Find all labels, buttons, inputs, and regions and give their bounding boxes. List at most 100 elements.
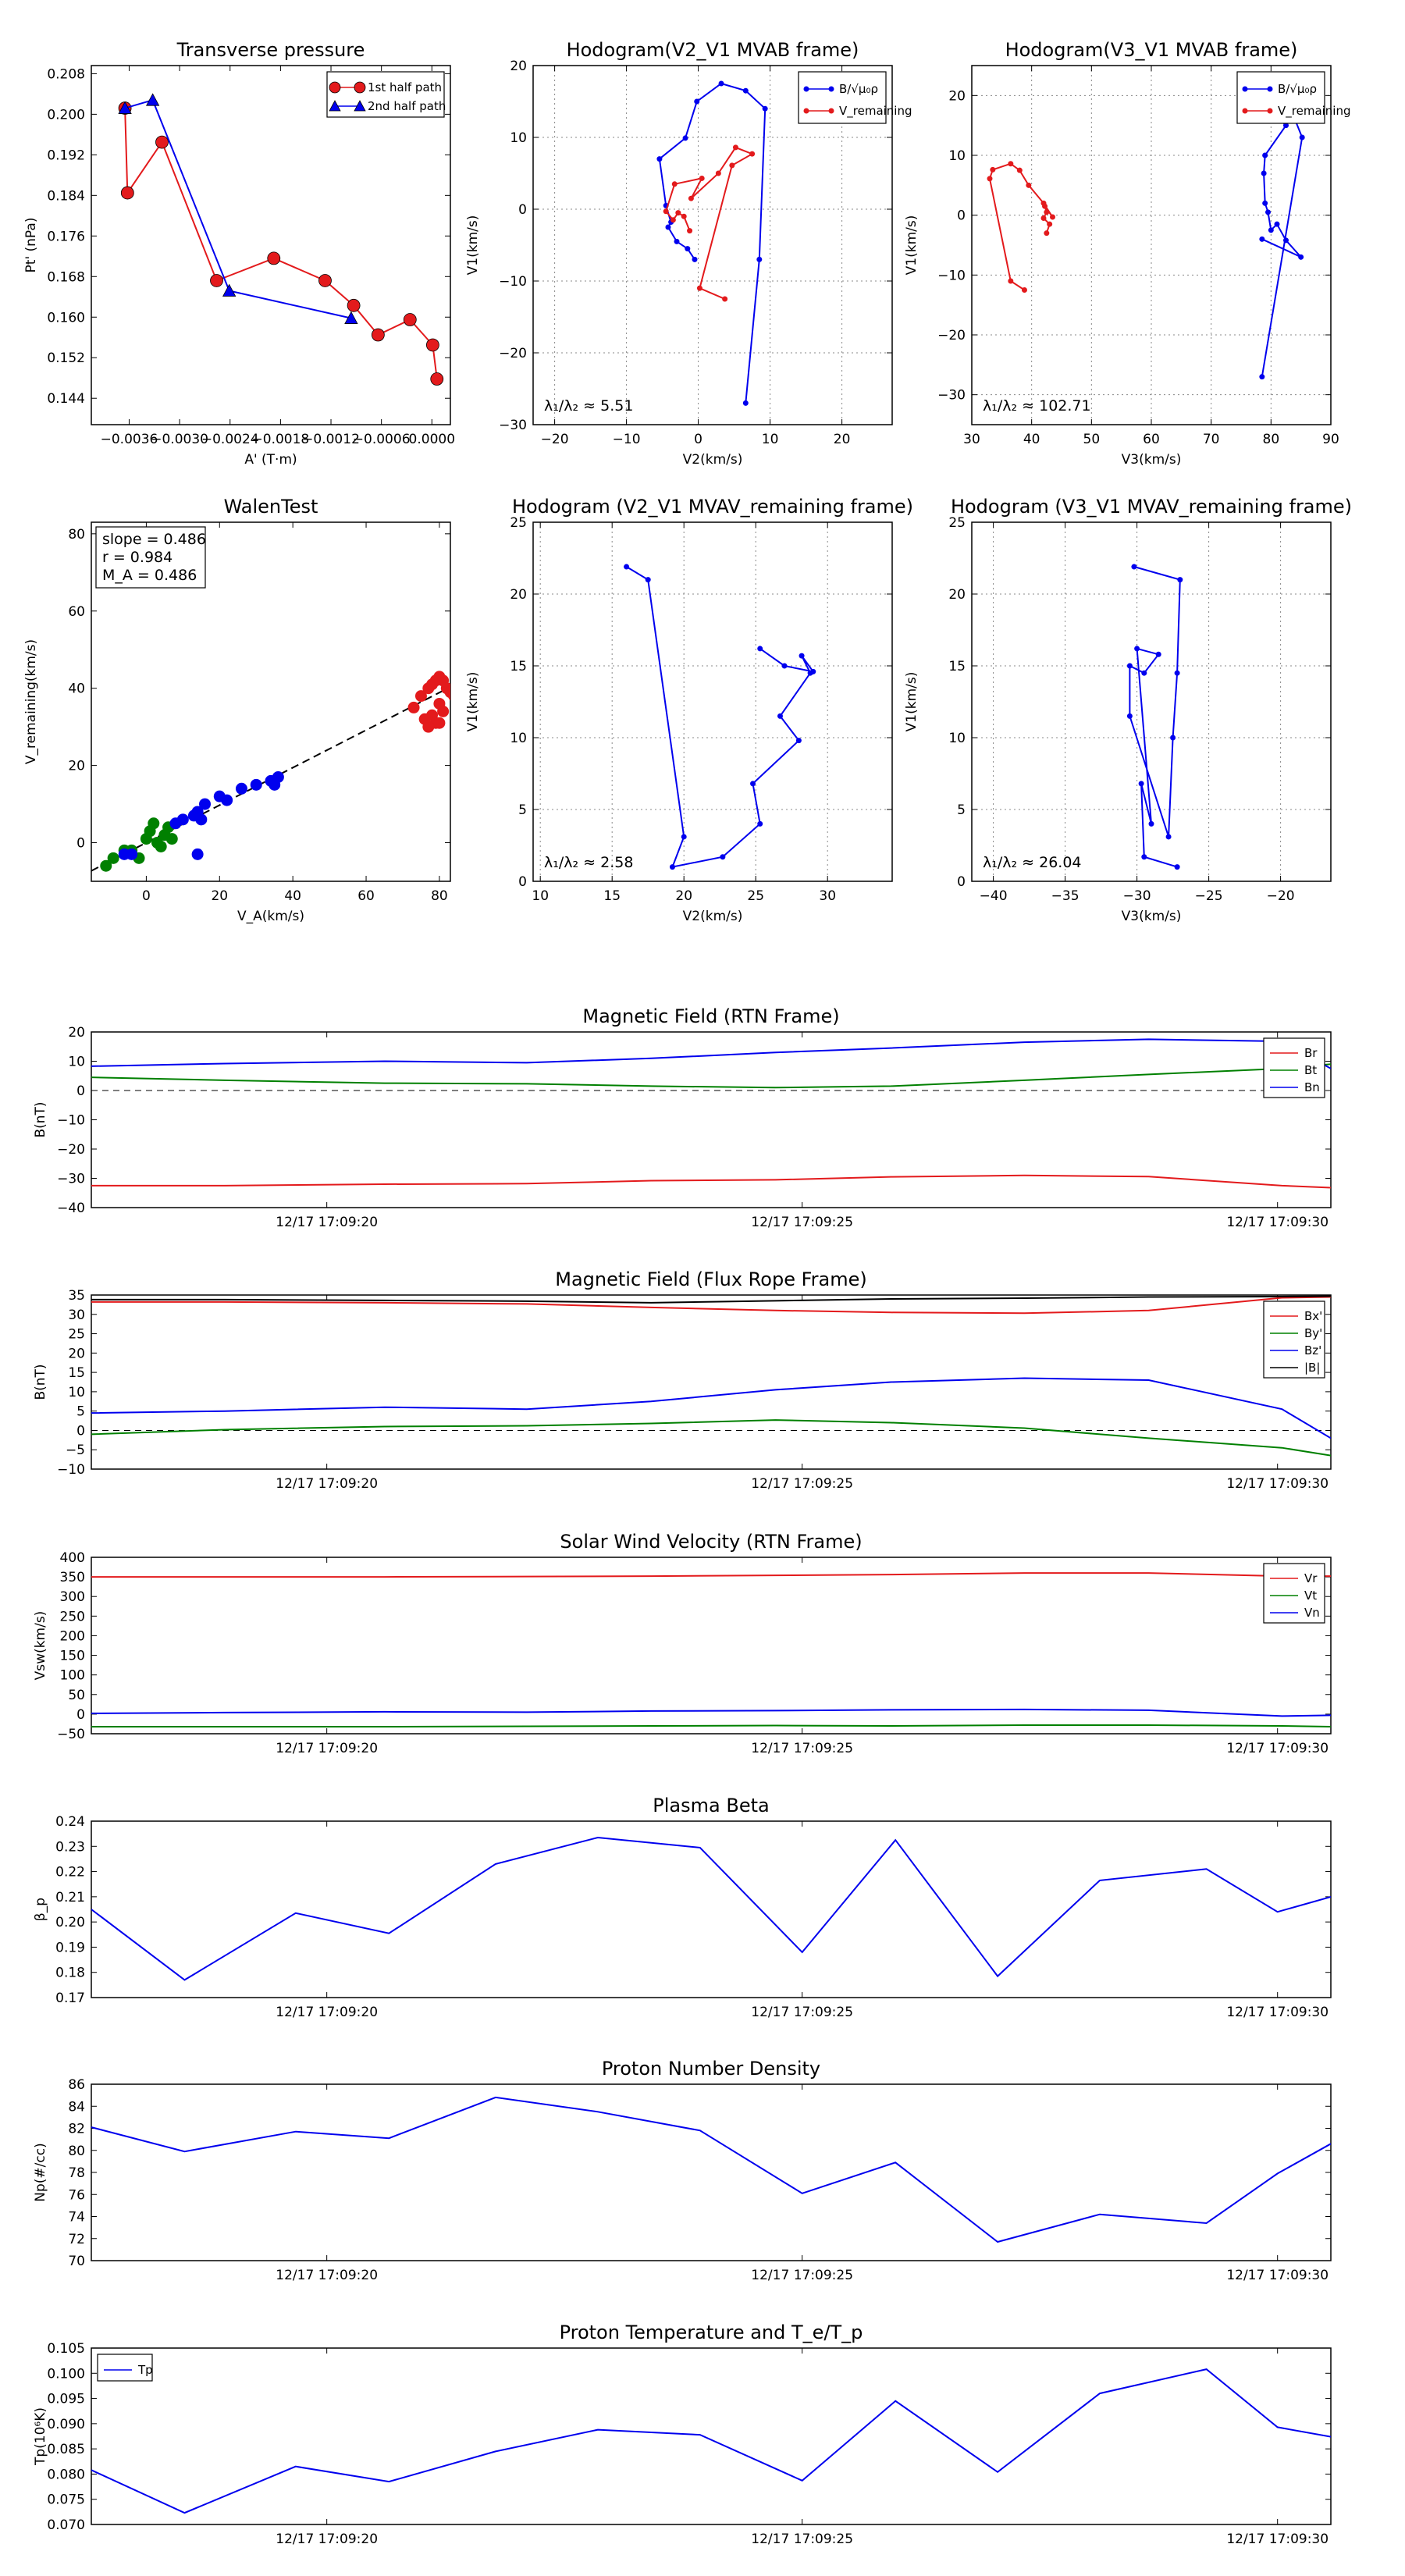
plot-area xyxy=(91,1038,1331,1189)
y-axis-label: B(nT) xyxy=(33,1101,48,1137)
series-line-vr xyxy=(91,1572,1331,1578)
x-tick-label: 40 xyxy=(284,888,301,904)
data-point xyxy=(430,372,444,386)
series-1st-half-path xyxy=(118,101,444,386)
legend-item: Tp xyxy=(104,2363,153,2377)
x-tick-label: 12/17 17:09:30 xyxy=(1226,2268,1329,2283)
y-axis-label: V1(km/s) xyxy=(904,215,919,276)
data-point xyxy=(645,577,651,583)
legend-label: Vn xyxy=(1304,1606,1320,1620)
y-tick-label: 10 xyxy=(68,1385,85,1400)
data-point xyxy=(1126,713,1133,719)
y-tick-label: 0 xyxy=(957,208,966,224)
y-tick-label: 0.18 xyxy=(55,1966,85,1981)
y-tick-label: 70 xyxy=(68,2254,85,2269)
data-point xyxy=(433,717,446,729)
data-point xyxy=(1141,854,1147,860)
data-point xyxy=(688,195,694,201)
data-point xyxy=(1298,254,1304,260)
ratio-annotation: λ₁/λ₂ ≈ 26.04 xyxy=(983,854,1082,871)
y-tick-label: 0.21 xyxy=(55,1890,85,1905)
y-tick-label: 0 xyxy=(76,1423,85,1439)
series-line-absb xyxy=(91,1295,1331,1304)
y-tick-label: −5 xyxy=(66,1443,85,1458)
chart-mag-rtn: 12/17 17:09:20 12/17 17:09:25 12/17 17:09:… xyxy=(33,1005,1332,1230)
chart-walen: 0 20 40 60 80 0 20 40 60 80 WalenTest V_A(km/s) V_re… xyxy=(23,496,451,924)
series-line xyxy=(626,566,816,868)
data-point xyxy=(155,840,167,852)
legend-marker xyxy=(803,108,809,114)
series-line-bz xyxy=(91,1377,1331,1439)
series-v-remaining xyxy=(663,144,756,302)
legend-item: V_remaining xyxy=(803,104,912,119)
y-tick-label: 78 xyxy=(68,2165,85,2181)
data-point xyxy=(1016,167,1023,173)
series-b- xyxy=(656,80,768,406)
y-tick-label: 100 xyxy=(60,1668,85,1684)
chart-title: Plasma Beta xyxy=(653,1795,769,1816)
data-point xyxy=(722,296,728,302)
y-tick-label: 0 xyxy=(518,202,527,218)
series-red xyxy=(407,671,450,733)
data-point xyxy=(681,834,687,840)
data-point xyxy=(729,162,735,169)
data-point xyxy=(1259,374,1265,380)
y-tick-label: 25 xyxy=(68,1327,85,1343)
data-point xyxy=(145,93,160,106)
x-tick-label: −0.0012 xyxy=(302,432,360,447)
x-tick-label: −0.0030 xyxy=(151,432,208,447)
x-tick-label: 90 xyxy=(1322,432,1339,447)
x-axis-label: V3(km/s) xyxy=(1122,909,1182,924)
y-axis-label: Np(#/cc) xyxy=(33,2143,48,2201)
chart-vsw: 12/17 17:09:20 12/17 17:09:25 12/17 17:09:… xyxy=(33,1531,1332,1756)
x-tick-label: 12/17 17:09:25 xyxy=(751,1741,853,1756)
data-point xyxy=(118,101,132,114)
legend-item: Vt xyxy=(1270,1589,1317,1603)
x-tick-label: 30 xyxy=(819,888,836,904)
series-line-beta xyxy=(91,1836,1331,1981)
data-point xyxy=(403,313,417,326)
y-tick-label: −40 xyxy=(57,1201,85,1216)
data-point xyxy=(1040,215,1047,221)
y-tick-label: 0.176 xyxy=(47,229,85,244)
data-point xyxy=(235,782,247,795)
data-point xyxy=(810,668,816,674)
y-tick-label: 0.184 xyxy=(47,188,85,204)
y-tick-label: 20 xyxy=(510,59,527,74)
plot-area xyxy=(91,1836,1331,1981)
legend-label: Bz' xyxy=(1304,1343,1321,1357)
data-point xyxy=(407,701,420,713)
y-tick-label: −20 xyxy=(499,346,527,361)
x-tick-label: 12/17 17:09:20 xyxy=(276,2532,378,2547)
y-tick-label: 0 xyxy=(76,1707,85,1723)
y-tick-label: 84 xyxy=(68,2099,85,2115)
plot-frame xyxy=(91,65,451,425)
data-point xyxy=(414,690,427,703)
chart-title: Solar Wind Velocity (RTN Frame) xyxy=(560,1531,862,1553)
plot-area xyxy=(91,1295,1331,1457)
data-point xyxy=(448,691,450,701)
x-tick-label: 12/17 17:09:25 xyxy=(751,2532,853,2547)
legend-item: |B| xyxy=(1270,1361,1320,1375)
data-point xyxy=(165,833,178,845)
series-line-br xyxy=(91,1174,1331,1189)
legend-marker xyxy=(354,81,366,94)
data-point xyxy=(663,208,669,215)
x-tick-label: 20 xyxy=(675,888,692,904)
y-tick-label: 20 xyxy=(948,88,966,104)
legend-marker xyxy=(828,86,834,92)
data-point xyxy=(990,166,996,173)
data-point xyxy=(1274,221,1280,227)
series-line xyxy=(124,98,352,319)
series-line xyxy=(658,82,767,404)
data-point xyxy=(749,151,756,157)
y-tick-label: 0.19 xyxy=(55,1940,85,1955)
plot-frame xyxy=(532,65,893,425)
data-point xyxy=(347,298,361,312)
data-point xyxy=(665,224,671,230)
data-point xyxy=(1148,820,1154,827)
legend-box xyxy=(1236,71,1325,124)
x-tick-label: 15 xyxy=(603,888,621,904)
data-point xyxy=(681,213,687,219)
legend: 1st half path 2nd half path xyxy=(326,71,446,118)
